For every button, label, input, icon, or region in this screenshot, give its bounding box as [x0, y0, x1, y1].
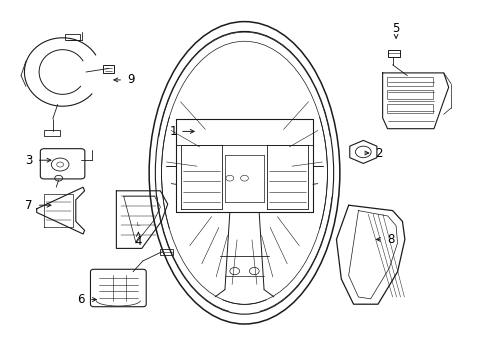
Bar — [386, 104, 432, 113]
Text: 6: 6 — [77, 293, 84, 306]
Bar — [387, 50, 399, 57]
Bar — [386, 90, 432, 99]
Bar — [103, 65, 114, 73]
Bar — [65, 34, 80, 40]
Text: 9: 9 — [127, 73, 135, 86]
Text: 1: 1 — [169, 125, 177, 138]
Text: 8: 8 — [386, 233, 394, 246]
Text: 4: 4 — [134, 235, 142, 248]
Text: 3: 3 — [24, 154, 32, 167]
Text: 2: 2 — [374, 147, 382, 159]
Text: 5: 5 — [391, 22, 399, 35]
Bar — [44, 130, 60, 136]
Bar — [160, 249, 172, 255]
Bar — [386, 77, 432, 85]
Text: L: L — [137, 222, 140, 228]
Text: 7: 7 — [24, 199, 32, 212]
